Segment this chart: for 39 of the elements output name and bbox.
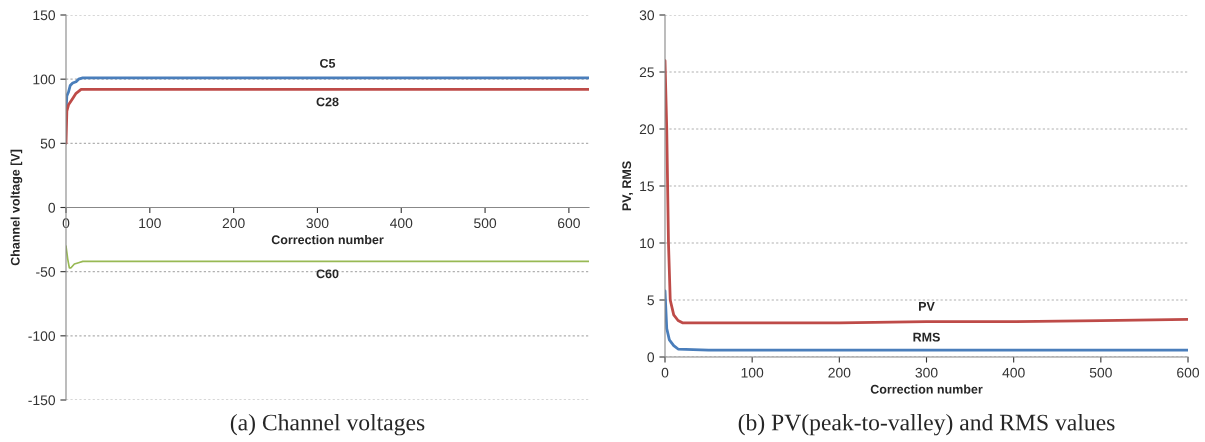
x-tick-label: 600 [558,218,580,229]
x-tick-label: 500 [474,218,497,229]
x-tick-label: 100 [139,218,161,229]
y-tick-label: 30 [639,10,655,21]
series-label: PV [919,302,935,311]
text: (b) PV(peak-to-valley) and RMS values [738,413,1115,436]
y-tick-label: 50 [40,138,56,149]
x-tick-label: 0 [62,218,70,229]
y-tick-label: 0 [48,202,56,213]
series-label: RMS [913,332,940,342]
x-tick-label: 400 [1002,367,1025,378]
y-tick-label: 20 [639,124,655,135]
x-tick-label: 300 [306,218,329,229]
y-tick-label: -100 [28,331,56,341]
x-tick-label: 100 [741,367,764,378]
x-tick-label: 400 [389,218,413,229]
x-tick-label: 200 [222,218,245,229]
x-tick-label: 300 [915,367,938,378]
y-tick-label: 10 [640,238,655,249]
y-tick-label: 150 [33,10,56,21]
y-tick-label: 15 [640,181,654,192]
text: (a) Channel voltages [230,413,425,436]
y-tick-label: 0 [647,352,655,363]
x-tick-label: 200 [828,367,851,378]
series-label: C28 [316,97,339,107]
x-axis-title: Correction number [271,235,384,245]
series-label: C60 [316,269,339,279]
y-tick-label: 25 [639,67,654,78]
x-tick-label: 0 [661,367,669,378]
y-tick-label: -50 [36,267,56,277]
y-tick-label: -150 [28,395,56,406]
x-tick-label: 500 [1089,367,1112,378]
x-tick-label: 600 [1177,367,1200,378]
y-tick-label: 100 [33,74,56,85]
y-axis-title: Channel voltage [V] [10,149,23,266]
y-tick-label: 5 [647,295,654,306]
y-axis-title: PV, RMS [622,161,633,211]
x-axis-title: Correction number [870,384,983,394]
series-label: C5 [320,58,336,68]
